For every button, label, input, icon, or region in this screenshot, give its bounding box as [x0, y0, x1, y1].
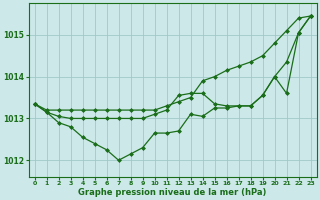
X-axis label: Graphe pression niveau de la mer (hPa): Graphe pression niveau de la mer (hPa)	[78, 188, 267, 197]
